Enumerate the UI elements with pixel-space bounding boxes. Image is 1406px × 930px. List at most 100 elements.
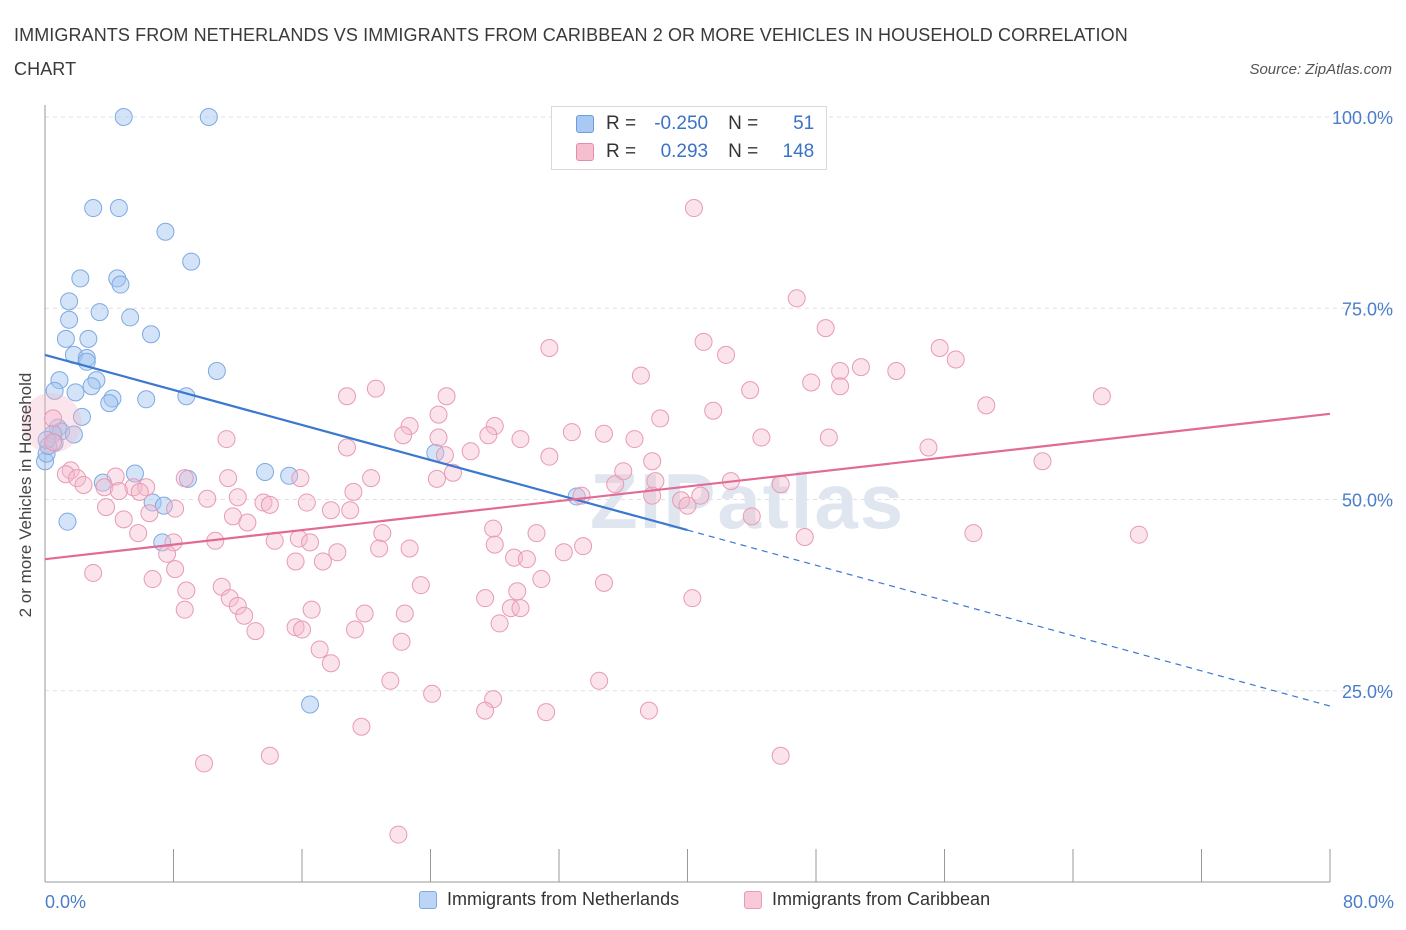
data-point xyxy=(45,381,64,400)
data-point xyxy=(100,394,119,413)
data-point xyxy=(505,548,524,567)
data-point xyxy=(246,622,265,641)
y-tick-label: 100.0% xyxy=(1332,108,1393,128)
data-point xyxy=(678,496,697,515)
data-point xyxy=(389,825,408,844)
data-point xyxy=(427,469,446,488)
legend-swatch-caribbean xyxy=(744,890,762,909)
data-point xyxy=(511,430,530,449)
data-point xyxy=(346,620,365,639)
data-point xyxy=(84,199,103,218)
data-point xyxy=(109,199,128,218)
data-point xyxy=(752,428,771,447)
caribbean-swatch xyxy=(576,143,594,161)
y-tick-label: 25.0% xyxy=(1342,682,1393,702)
data-point xyxy=(198,489,217,508)
data-point xyxy=(44,433,63,452)
y-tick-label: 50.0% xyxy=(1342,491,1393,511)
data-point xyxy=(82,377,101,396)
data-point xyxy=(540,447,559,466)
data-point xyxy=(44,409,63,428)
data-point xyxy=(392,632,411,651)
data-point xyxy=(260,495,279,514)
x-tick-label-right: 80.0% xyxy=(1343,892,1394,912)
data-point xyxy=(337,387,356,406)
x-tick-label-left: 0.0% xyxy=(45,892,86,912)
legend-label-caribbean: Immigrants from Caribbean xyxy=(772,889,991,909)
data-point xyxy=(130,482,149,501)
data-point xyxy=(121,308,140,327)
data-point xyxy=(501,599,520,618)
stats-legend-row-netherlands: R = -0.250 N = 51 xyxy=(576,112,814,136)
data-point xyxy=(787,289,806,308)
data-point xyxy=(429,428,448,447)
data-point xyxy=(540,339,559,358)
data-point xyxy=(90,303,109,322)
data-point xyxy=(532,570,551,589)
n-value: 51 xyxy=(793,113,815,134)
netherlands-swatch xyxy=(576,115,594,133)
data-point xyxy=(129,524,148,543)
data-point xyxy=(297,493,316,512)
data-point xyxy=(166,499,185,518)
data-point xyxy=(771,746,790,765)
data-point xyxy=(109,482,128,501)
data-point xyxy=(352,717,371,736)
data-point xyxy=(562,423,581,442)
data-point xyxy=(684,199,703,218)
data-point xyxy=(280,466,299,485)
data-point xyxy=(964,524,983,543)
data-point xyxy=(717,345,736,364)
data-point xyxy=(946,350,965,369)
data-point xyxy=(614,462,633,481)
data-point xyxy=(37,444,56,463)
data-point xyxy=(293,620,311,639)
data-point xyxy=(125,464,144,483)
data-point xyxy=(36,452,54,471)
data-point xyxy=(235,606,254,625)
data-point xyxy=(625,430,644,449)
data-point xyxy=(639,701,658,720)
data-point xyxy=(71,269,90,288)
data-point xyxy=(199,108,218,126)
data-point xyxy=(606,475,625,494)
trend-line-netherlands-extension xyxy=(687,529,1331,707)
source-note: Source: ZipAtlas.com xyxy=(1249,61,1392,78)
data-point-cluster xyxy=(21,393,82,453)
data-point xyxy=(831,377,850,396)
data-point xyxy=(177,387,196,406)
data-point xyxy=(437,387,456,406)
n-value: 148 xyxy=(782,141,815,162)
data-point xyxy=(175,469,194,488)
data-point xyxy=(631,366,650,385)
data-point xyxy=(217,430,236,449)
data-point xyxy=(310,640,329,659)
data-point xyxy=(140,504,159,523)
data-point xyxy=(381,671,400,690)
data-point xyxy=(143,493,162,512)
y-axis-label: 2 or more Vehicles in Household xyxy=(16,373,35,618)
data-point xyxy=(795,527,814,546)
trend-line-netherlands xyxy=(44,353,688,532)
data-point xyxy=(485,417,504,436)
series-caribbean-points xyxy=(44,199,1148,844)
data-point xyxy=(164,533,183,552)
watermark-text: ZIPatlas xyxy=(590,457,905,545)
chart-title: IMMIGRANTS FROM NETHERLANDS VS IMMIGRANT… xyxy=(14,25,1128,79)
data-point xyxy=(87,371,106,390)
data-point xyxy=(400,417,419,436)
data-point xyxy=(286,552,305,571)
legend-label-netherlands: Immigrants from Netherlands xyxy=(447,889,680,909)
data-point xyxy=(395,604,414,623)
data-point xyxy=(60,292,79,311)
data-point xyxy=(79,329,98,348)
gridlines xyxy=(45,116,1395,692)
data-point xyxy=(238,513,257,532)
r-value: -0.250 xyxy=(654,113,709,134)
data-point xyxy=(443,463,462,482)
data-point xyxy=(816,319,835,338)
data-point xyxy=(370,539,389,558)
data-point xyxy=(476,589,495,608)
data-point xyxy=(124,478,143,497)
data-point xyxy=(527,524,546,543)
